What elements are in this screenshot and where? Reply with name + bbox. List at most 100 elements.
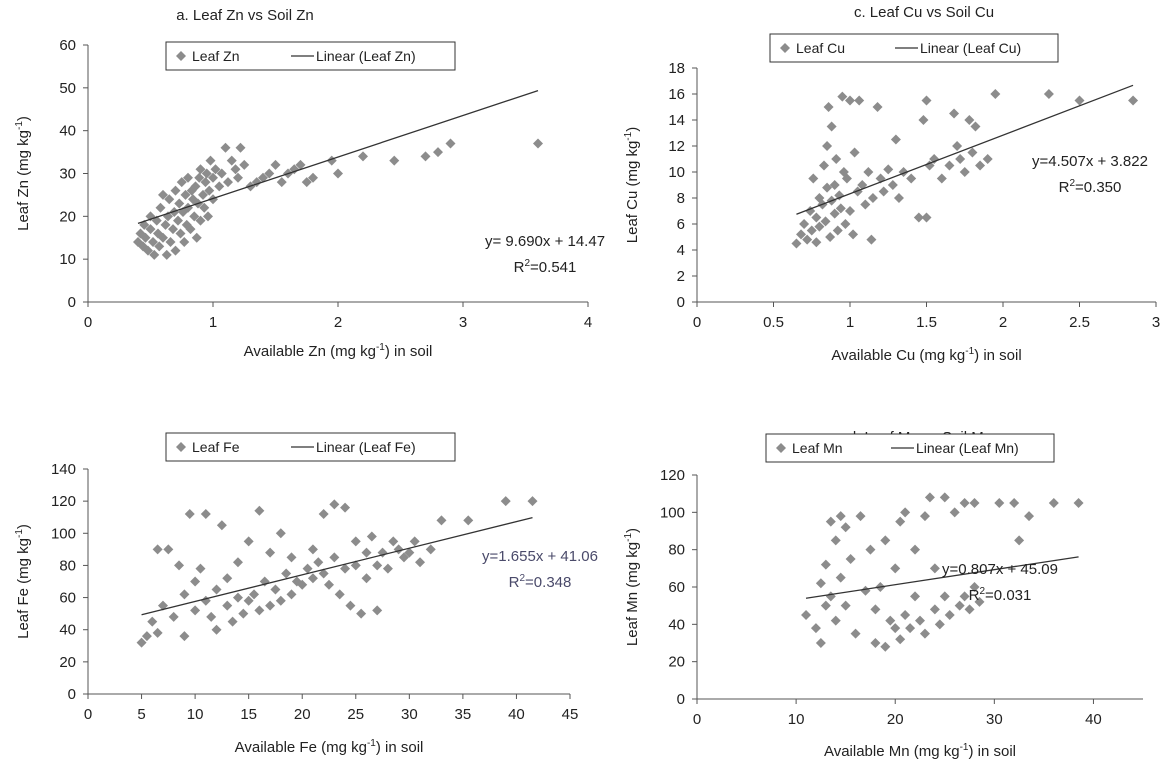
legend-label: Leaf Cu (796, 40, 845, 56)
x-tick-label: 0 (693, 711, 701, 728)
data-point (855, 511, 866, 522)
data-point (436, 515, 447, 526)
data-point (329, 552, 340, 563)
data-point (825, 516, 836, 527)
data-point (829, 180, 840, 190)
data-point (533, 138, 543, 149)
data-point (216, 168, 227, 179)
x-tick-label: 0 (84, 314, 92, 331)
r-squared: R2=0.031 (969, 586, 1032, 604)
data-point (165, 237, 176, 248)
y-tick-label: 18 (668, 60, 685, 77)
y-tick-label: 50 (59, 80, 76, 97)
data-point (334, 589, 345, 600)
data-point (201, 168, 212, 179)
y-tick-label: 4 (677, 242, 685, 259)
x-tick-label: 1 (209, 314, 217, 331)
data-point (388, 536, 399, 547)
data-point (910, 591, 921, 602)
data-point (970, 121, 981, 132)
data-point (934, 619, 945, 630)
data-point (185, 224, 196, 235)
trend-line (137, 89, 539, 225)
data-point (350, 536, 361, 547)
data-point (823, 102, 834, 112)
data-point (366, 531, 377, 542)
data-point (149, 249, 160, 260)
data-point (939, 591, 950, 602)
x-axis-label: Available Zn (mg kg-1) in soil (244, 342, 433, 360)
x-tick-label: 20 (294, 706, 311, 723)
data-point (239, 159, 250, 170)
y-tick-label: 0 (68, 294, 76, 311)
y-tick-label: 10 (668, 164, 685, 181)
data-point (929, 154, 940, 164)
data-point (168, 224, 178, 235)
data-point (895, 516, 906, 527)
data-point (832, 225, 843, 236)
data-point (302, 563, 313, 574)
x-tick-label: 0 (693, 314, 701, 331)
data-point (161, 249, 172, 260)
y-tick-label: 80 (59, 557, 76, 574)
data-point (198, 189, 208, 200)
data-point (200, 509, 211, 519)
data-point (852, 186, 863, 197)
trend-line (805, 556, 1079, 599)
data-point (1024, 511, 1035, 522)
x-tick-label: 0 (84, 706, 92, 723)
data-point (184, 509, 195, 519)
y-tick-label: 40 (59, 622, 76, 639)
data-point (254, 505, 265, 516)
data-point (944, 610, 955, 620)
data-point (158, 189, 168, 200)
data-point (921, 95, 932, 106)
data-point (141, 631, 152, 642)
data-point (265, 600, 276, 611)
y-tick-label: 0 (677, 294, 685, 311)
data-point (183, 202, 193, 213)
trend-equation: y= 9.690x + 14.47 (485, 233, 605, 250)
data-point (870, 604, 881, 615)
data-point (974, 596, 985, 607)
data-point (890, 134, 901, 145)
data-point (806, 225, 817, 236)
data-point (308, 172, 318, 183)
data-point (890, 623, 901, 634)
data-point (176, 177, 187, 188)
legend-label: Linear (Leaf Cu) (920, 40, 1021, 56)
data-point (160, 219, 171, 230)
data-point (944, 160, 955, 171)
data-point (848, 229, 859, 240)
data-point (870, 638, 881, 648)
data-point (208, 194, 218, 205)
data-point (190, 576, 201, 587)
data-point (297, 579, 308, 590)
trend-equation: y=0.807x + 45.09 (942, 561, 1058, 578)
data-point (835, 203, 846, 214)
r-squared: R2=0.541 (514, 258, 577, 276)
y-tick-label: 0 (677, 691, 685, 708)
data-point (318, 509, 329, 519)
data-point (329, 499, 340, 510)
data-point (850, 628, 861, 639)
data-point (831, 154, 842, 164)
data-point (445, 138, 456, 149)
data-point (195, 215, 206, 226)
data-point (194, 172, 205, 183)
data-point (900, 610, 911, 620)
y-tick-label: 40 (59, 123, 76, 140)
data-point (170, 245, 181, 256)
chart-mn: d. Leaf Mn vs Soil Mn0204060801001200102… (623, 429, 1143, 760)
data-point (340, 563, 351, 574)
legend-label: Linear (Leaf Fe) (316, 439, 416, 455)
y-tick-label: 20 (668, 654, 685, 671)
data-point (199, 202, 210, 213)
x-tick-label: 15 (240, 706, 257, 723)
data-point (820, 559, 831, 570)
data-point (919, 628, 930, 639)
x-tick-label: 10 (187, 706, 204, 723)
data-point (826, 121, 837, 132)
y-tick-label: 120 (51, 493, 76, 510)
